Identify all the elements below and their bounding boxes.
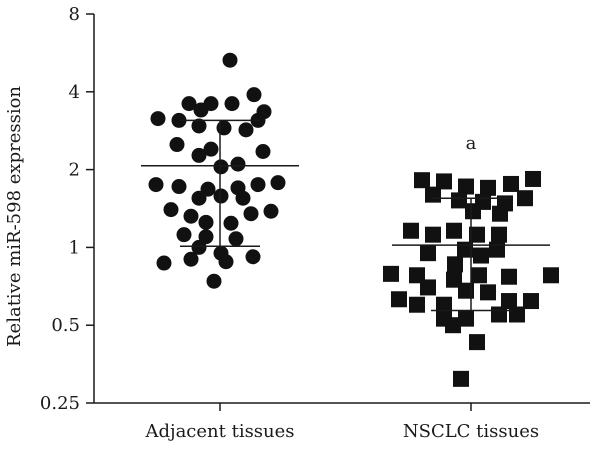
- data-point-square: [469, 334, 485, 351]
- data-point-square: [465, 203, 481, 220]
- data-point-square: [425, 226, 441, 243]
- data-point-square: [492, 205, 508, 222]
- data-point-square: [436, 296, 452, 313]
- data-point-circle: [183, 251, 199, 267]
- data-point-square: [414, 172, 430, 189]
- data-point-circle: [163, 202, 179, 218]
- data-point-square: [425, 186, 441, 203]
- data-point-square: [391, 291, 407, 308]
- data-point-square: [446, 222, 462, 239]
- plot-area: [141, 52, 559, 387]
- y-tick-label: 0.25: [40, 393, 80, 414]
- data-point-circle: [191, 190, 207, 206]
- y-tick-label: 0.5: [51, 315, 80, 336]
- data-point-circle: [183, 208, 199, 224]
- data-point-square: [517, 190, 533, 207]
- data-point-square: [436, 173, 452, 190]
- data-point-circle: [235, 190, 251, 206]
- data-point-square: [469, 226, 485, 243]
- data-point-circle: [148, 177, 164, 193]
- data-point-circle: [255, 143, 271, 159]
- data-point-square: [473, 247, 489, 264]
- data-point-square: [525, 170, 541, 187]
- data-point-circle: [198, 229, 214, 245]
- data-point-square: [409, 267, 425, 284]
- data-point-square: [501, 293, 517, 310]
- data-point-square: [509, 306, 525, 323]
- data-point-square: [409, 296, 425, 313]
- data-point-square: [523, 293, 539, 310]
- significance-annotation: a: [466, 133, 477, 154]
- data-point-circle: [224, 96, 240, 112]
- data-point-square: [491, 306, 507, 323]
- data-point-circle: [245, 249, 261, 265]
- data-point-circle: [228, 231, 244, 247]
- data-point-square: [480, 284, 496, 301]
- y-tick-label: 4: [69, 82, 80, 103]
- data-point-square: [453, 370, 469, 387]
- data-point-circle: [263, 203, 279, 219]
- data-point-circle: [238, 122, 254, 138]
- data-point-square: [458, 282, 474, 299]
- series-circle-group: [141, 52, 299, 289]
- y-tick-label: 1: [69, 237, 80, 258]
- data-point-square: [501, 268, 517, 285]
- data-point-square: [420, 245, 436, 262]
- data-point-circle: [218, 254, 234, 270]
- data-point-square: [451, 192, 467, 209]
- data-point-circle: [198, 214, 214, 230]
- data-point-circle: [270, 175, 286, 191]
- data-point-circle: [193, 102, 209, 118]
- data-point-circle: [213, 188, 229, 204]
- x-tick-label: Adjacent tissues: [144, 421, 294, 442]
- data-point-circle: [250, 177, 266, 193]
- y-tick-label: 2: [69, 160, 80, 181]
- data-point-square: [403, 222, 419, 239]
- data-point-circle: [216, 120, 232, 136]
- y-tick-label: 8: [69, 4, 80, 25]
- data-point-circle: [223, 215, 239, 231]
- data-point-circle: [206, 273, 222, 289]
- data-point-circle: [150, 111, 166, 127]
- data-point-square: [445, 317, 461, 334]
- data-point-circle: [171, 179, 187, 195]
- data-point-circle: [169, 137, 185, 153]
- data-point-circle: [213, 159, 229, 175]
- x-tick-label: NSCLC tissues: [403, 421, 539, 442]
- data-point-circle: [191, 147, 207, 163]
- data-point-square: [458, 310, 474, 327]
- data-point-square: [383, 265, 399, 282]
- data-point-square: [543, 267, 559, 284]
- data-point-circle: [171, 112, 187, 128]
- data-point-circle: [243, 206, 259, 222]
- data-point-square: [471, 267, 487, 284]
- data-point-square: [447, 256, 463, 273]
- data-point-circle: [191, 118, 207, 134]
- data-point-circle: [156, 255, 172, 271]
- data-point-circle: [246, 87, 262, 103]
- x-axis: Adjacent tissues NSCLC tissues: [94, 402, 590, 442]
- y-axis-title: Relative miR-598 expression: [4, 86, 25, 347]
- data-point-square: [480, 179, 496, 196]
- series-square-group: [383, 170, 559, 387]
- data-point-square: [491, 226, 507, 243]
- data-point-square: [458, 178, 474, 195]
- data-point-square: [420, 279, 436, 296]
- data-point-circle: [191, 239, 207, 255]
- data-point-circle: [222, 52, 238, 68]
- data-point-circle: [176, 227, 192, 243]
- y-axis: 0.25 0.5 1 2 4 8: [40, 4, 95, 414]
- data-point-circle: [181, 96, 197, 112]
- data-point-square: [489, 241, 505, 258]
- data-point-circle: [230, 156, 246, 172]
- data-point-circle: [203, 141, 219, 157]
- data-point-square: [503, 175, 519, 192]
